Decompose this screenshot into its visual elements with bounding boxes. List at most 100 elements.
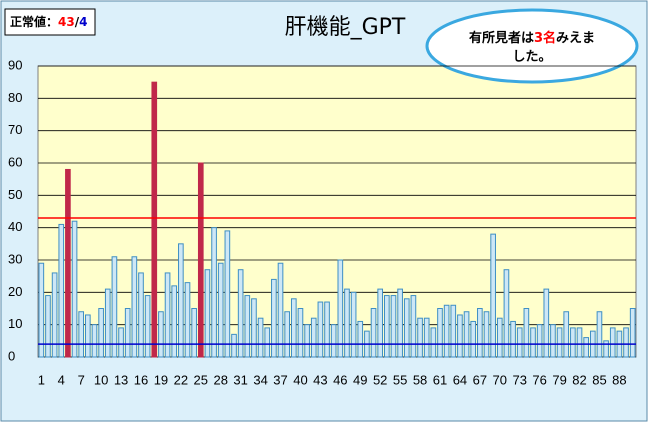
bar (330, 324, 337, 358)
bar (609, 327, 616, 358)
bar (596, 311, 603, 358)
x-tick-label: 79 (552, 372, 566, 387)
x-tick-label: 73 (512, 372, 526, 387)
chart-title: 肝機能_GPT (285, 15, 406, 40)
x-tick-label: 82 (572, 372, 586, 387)
bar (304, 324, 310, 358)
x-tick-label: 85 (592, 372, 606, 387)
x-tick-label: 16 (134, 372, 148, 387)
bar (51, 272, 58, 358)
normal-value: 正常値：43/4 (10, 14, 87, 29)
bar (377, 288, 384, 358)
bar (417, 317, 423, 358)
y-tick-label: 40 (8, 219, 22, 234)
lower-limit: 4 (79, 15, 87, 29)
bar (78, 311, 85, 358)
bar (403, 298, 410, 358)
annotation-count: 3名 (534, 30, 556, 46)
x-tick-label: 61 (433, 372, 447, 387)
bar (251, 298, 257, 358)
bar (450, 304, 457, 358)
bar (131, 256, 138, 358)
bar (337, 259, 344, 358)
bar (550, 324, 556, 358)
x-tick-label: 58 (413, 372, 427, 387)
x-tick-label: 52 (373, 372, 387, 387)
bar (477, 308, 483, 358)
bar (178, 243, 184, 358)
bar (490, 233, 496, 358)
x-tick-label: 70 (493, 372, 507, 387)
annotation-text: 有所見者は (469, 30, 534, 46)
x-tick-label: 1 (38, 372, 45, 387)
bar (470, 320, 477, 358)
bar (543, 288, 550, 358)
bar (430, 327, 437, 358)
bar (410, 295, 417, 358)
bar (264, 327, 271, 358)
bar (344, 288, 350, 358)
bar (38, 262, 45, 358)
bar (237, 269, 244, 358)
x-tick-label: 76 (532, 372, 546, 387)
bar (523, 308, 530, 358)
bar (556, 327, 563, 358)
bar (576, 327, 583, 358)
bar (437, 308, 443, 358)
x-tick-label: 10 (94, 372, 108, 387)
bar (536, 324, 543, 358)
bar (623, 327, 629, 358)
bar (370, 308, 377, 358)
x-tick-label: 7 (78, 372, 85, 387)
bar (357, 320, 364, 358)
x-tick-label: 13 (114, 372, 128, 387)
bar (290, 298, 297, 358)
y-tick-label: 80 (8, 90, 22, 105)
x-tick-label: 28 (213, 372, 227, 387)
y-tick-label: 10 (8, 316, 22, 331)
bar (463, 311, 470, 358)
separator: / (75, 15, 80, 29)
y-tick-label: 60 (8, 154, 22, 169)
bar (71, 220, 78, 358)
y-tick-label: 90 (8, 57, 22, 72)
bar (124, 308, 131, 358)
x-tick-label: 55 (393, 372, 407, 387)
x-tick-label: 40 (293, 372, 307, 387)
annotation-text: した。 (512, 50, 551, 65)
bar (171, 285, 178, 358)
bar (570, 327, 576, 358)
bar (211, 227, 217, 358)
x-tick-label: 67 (473, 372, 487, 387)
upper-limit: 43 (58, 15, 75, 29)
annotation-bubble (425, 8, 639, 84)
bar (390, 295, 397, 358)
bar (457, 314, 463, 358)
bar (350, 291, 357, 358)
normal-box (4, 8, 96, 36)
bar (443, 304, 450, 358)
bar (629, 308, 636, 358)
bar (503, 269, 510, 358)
bar (144, 295, 151, 358)
x-tick-label: 64 (453, 372, 467, 387)
annotation-text: みえま (556, 31, 595, 46)
bar (111, 256, 118, 358)
bar (217, 262, 224, 358)
bar (510, 320, 516, 358)
bar (310, 317, 317, 358)
x-tick-label: 25 (194, 372, 208, 387)
bar (483, 311, 490, 358)
y-tick-label: 50 (8, 187, 22, 202)
bar (224, 230, 231, 358)
y-tick-label: 70 (8, 122, 22, 137)
x-tick-label: 4 (58, 372, 65, 387)
x-tick-label: 19 (154, 372, 168, 387)
bar (104, 288, 111, 358)
bar (244, 295, 251, 358)
bar (563, 311, 570, 358)
bar (85, 314, 91, 358)
bar (197, 162, 204, 358)
bar (317, 301, 324, 358)
y-tick-label: 30 (8, 251, 22, 266)
